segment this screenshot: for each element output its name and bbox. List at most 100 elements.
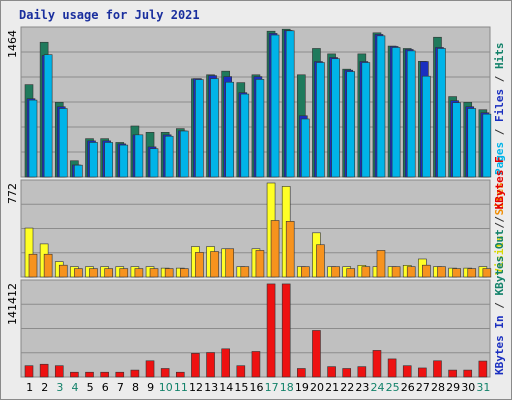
x-tick-label: 4	[71, 381, 78, 394]
bar-kbytes-f-day-11	[175, 371, 185, 378]
bar-sites-day-24	[376, 250, 386, 278]
x-tick-label: 19	[295, 381, 309, 394]
x-tick-label: 6	[102, 381, 109, 394]
bar-pages-day-18	[285, 30, 295, 178]
bar-pages-day-10	[164, 135, 174, 178]
bar-kbytes-f-day-2	[39, 363, 49, 378]
bar-kbytes-f-day-24	[372, 350, 382, 378]
x-tick-label: 27	[416, 381, 430, 394]
x-tick-label: 3	[56, 381, 63, 394]
x-tick-label: 5	[87, 381, 94, 394]
bar-pages-day-6	[104, 142, 113, 178]
x-tick-label: 13	[204, 381, 218, 394]
x-tick-label: 2	[41, 381, 48, 394]
x-tick-label: 26	[401, 381, 415, 394]
panel-3-max-label: 141412	[6, 283, 19, 325]
bar-kbytes-f-day-25	[387, 358, 397, 378]
x-tick-label: 15	[234, 381, 248, 394]
bar-sites-day-7	[119, 268, 129, 278]
bar-pages-day-30	[467, 108, 477, 178]
bar-kbytes-f-day-26	[402, 365, 412, 378]
legend-entry: KBytes In	[493, 315, 506, 375]
legend-entry: /	[493, 296, 506, 316]
bar-pages-day-19	[301, 118, 310, 178]
x-tick-label: 12	[189, 381, 203, 394]
x-tick-label: 31	[476, 381, 490, 394]
bar-kbytes-f-day-22	[342, 368, 352, 378]
bar-sites-day-29	[452, 268, 461, 278]
bar-sites-day-4	[74, 268, 83, 278]
bar-pages-day-12	[195, 79, 204, 178]
bar-kbytes-f-day-10	[160, 368, 170, 378]
x-tick-label: 30	[461, 381, 475, 394]
bar-kbytes-f-day-23	[357, 366, 367, 378]
bar-kbytes-f-day-19	[297, 368, 306, 378]
bar-kbytes-f-day-5	[85, 371, 94, 378]
bar-kbytes-f-day-27	[418, 367, 427, 378]
bar-pages-day-17	[270, 34, 280, 178]
x-tick-label: 10	[159, 381, 173, 394]
legend-entry: /	[493, 215, 506, 235]
bar-sites-day-25	[391, 266, 401, 278]
bar-kbytes-f-day-14	[221, 348, 230, 378]
x-tick-label: 23	[355, 381, 369, 394]
bar-sites-day-3	[58, 264, 68, 278]
bar-kbytes-f-day-17	[266, 283, 276, 378]
x-tick-label: 24	[371, 381, 385, 394]
bar-pages-day-24	[376, 35, 386, 178]
bar-sites-day-31	[482, 268, 492, 278]
bar-sites-day-8	[134, 268, 144, 278]
bar-pages-day-16	[255, 79, 265, 178]
bar-kbytes-f-day-28	[433, 360, 442, 378]
legend-entry: Files	[493, 89, 506, 122]
bar-kbytes-f-day-30	[463, 369, 473, 378]
panel-2-max-label: 772	[6, 183, 19, 204]
x-tick-label: 28	[431, 381, 445, 394]
bar-pages-day-8	[134, 134, 144, 178]
bar-kbytes-f-day-12	[191, 353, 200, 378]
bar-pages-day-9	[149, 148, 159, 178]
panel-2-legend: Visits / Sites	[493, 182, 506, 275]
bar-kbytes-f-day-18	[281, 283, 291, 378]
bar-sites-day-5	[89, 268, 98, 278]
bar-sites-day-1	[28, 253, 38, 278]
bar-pages-day-3	[58, 108, 68, 178]
bar-sites-day-6	[104, 268, 113, 278]
bar-sites-day-18	[285, 221, 295, 278]
bar-sites-day-2	[43, 253, 53, 278]
x-tick-label: 22	[340, 381, 354, 394]
bar-pages-day-29	[452, 102, 461, 178]
legend-entry: KBytes Out	[493, 229, 506, 295]
panel-1-max-label: 1464	[6, 30, 19, 58]
legend-entry: Hits	[493, 43, 506, 70]
x-tick-label: 25	[386, 381, 400, 394]
legend-entry: /	[493, 69, 506, 89]
bar-sites-day-9	[149, 268, 159, 278]
bar-pages-day-20	[316, 62, 325, 178]
x-tick-label: 21	[325, 381, 339, 394]
bar-sites-day-15	[240, 266, 250, 278]
legend-entry: Sites	[493, 182, 506, 215]
bar-pages-day-22	[346, 71, 356, 178]
bar-kbytes-f-day-15	[236, 365, 246, 378]
bar-pages-day-31	[482, 113, 492, 178]
x-tick-label: 14	[219, 381, 233, 394]
chart-title: Daily usage for July 2021	[19, 8, 200, 22]
x-tick-label: 29	[446, 381, 460, 394]
bar-pages-day-7	[119, 144, 129, 178]
bar-pages-day-27	[422, 75, 431, 178]
bar-pages-day-5	[89, 142, 98, 178]
bar-kbytes-f-day-16	[251, 351, 261, 378]
bar-sites-day-23	[361, 266, 371, 278]
legend-entry: /	[493, 209, 506, 229]
x-tick-label: 18	[280, 381, 294, 394]
bar-sites-day-27	[422, 264, 431, 278]
bar-sites-day-12	[195, 252, 204, 278]
bar-pages-day-4	[74, 164, 83, 178]
bar-kbytes-f-day-31	[478, 360, 488, 378]
bar-sites-day-17	[270, 220, 280, 278]
legend-entry: Visits	[493, 235, 506, 275]
bar-kbytes-f-day-21	[327, 366, 336, 378]
bar-pages-day-28	[437, 48, 446, 178]
